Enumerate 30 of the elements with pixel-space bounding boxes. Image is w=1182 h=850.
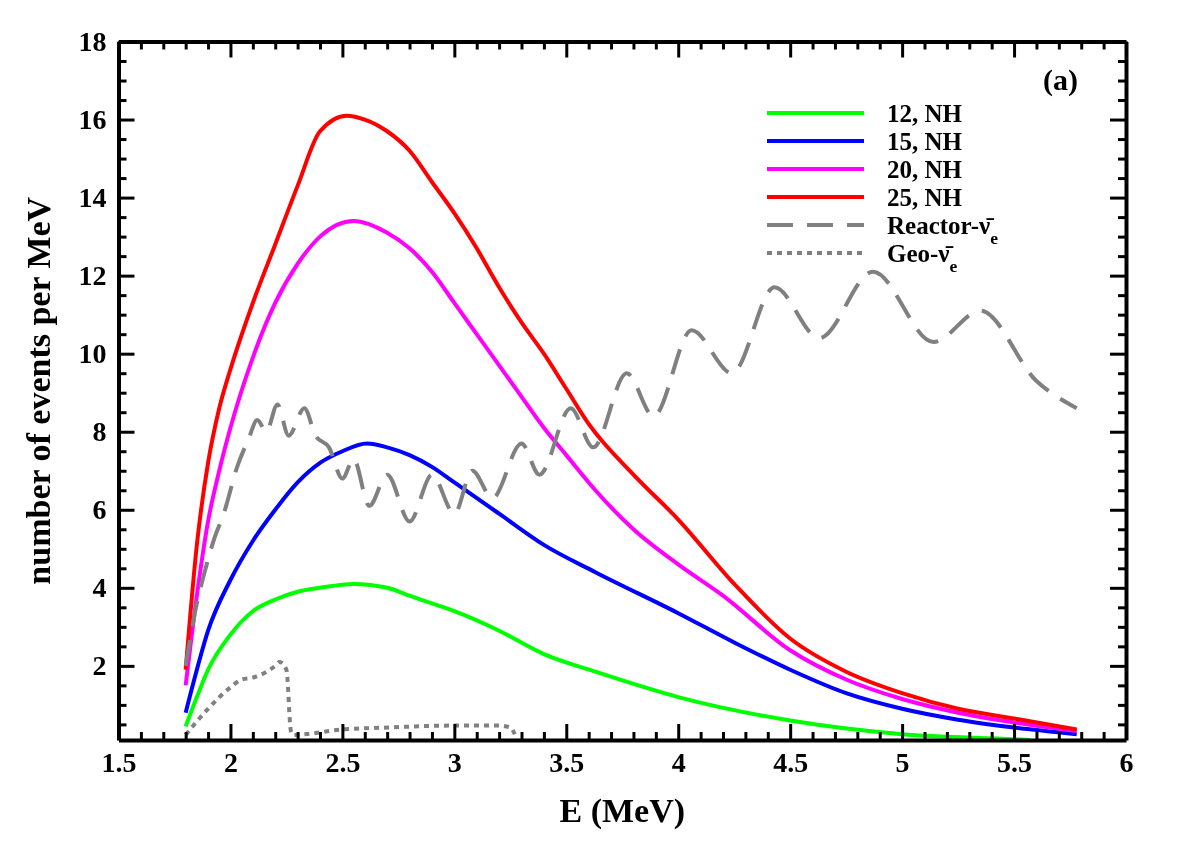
y-tick-label: 4 [92,572,107,604]
annotation: (a) [1043,63,1078,97]
line-series [183,659,520,740]
y-tick-label: 16 [78,104,107,135]
x-tick-label: 3.5 [549,746,585,778]
y-tick-label: 6 [92,494,107,526]
y-tick-label: 18 [78,25,107,57]
x-tick-label: 2.5 [325,746,361,778]
x-tick-label: 4.5 [773,746,809,778]
x-axis-title: E (MeV) [559,792,686,830]
line-series [183,441,1079,737]
x-tick-label: 3 [447,746,462,778]
legend-label: 15, NH [887,128,963,155]
x-tick-label: 2 [223,746,238,778]
y-tick-label: 14 [78,182,107,214]
line-series [183,219,1079,734]
x-tick-label: 6 [1119,746,1134,778]
y-tick-label: 10 [78,338,107,370]
y-tick-label: 8 [92,416,107,448]
y-tick-label: 2 [92,650,107,682]
x-tick-label: 5.5 [997,746,1033,778]
legend-label: 25, NH [887,184,963,211]
legend-label: 20, NH [887,156,963,183]
line-series [183,581,1032,740]
y-axis-title: number of events per MeV [20,196,57,585]
x-tick-label: 4 [671,746,686,778]
legend-label: 12, NH [887,100,963,127]
x-tick-label: 5 [895,746,910,778]
y-tick-label: 12 [78,260,107,292]
x-tick-label: 1.5 [101,746,137,778]
